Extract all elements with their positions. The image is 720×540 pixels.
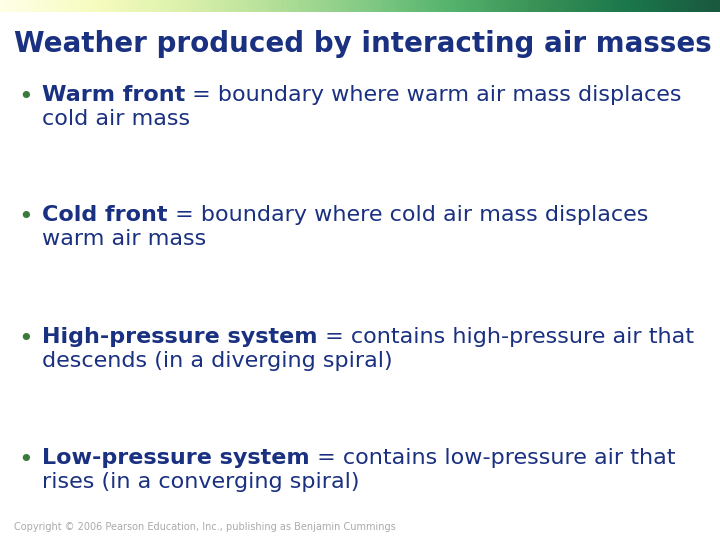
Text: warm air mass: warm air mass	[42, 229, 206, 249]
Text: = boundary where warm air mass displaces: = boundary where warm air mass displaces	[185, 85, 682, 105]
Text: •: •	[18, 327, 32, 351]
Text: •: •	[18, 205, 32, 229]
Text: Weather produced by interacting air masses: Weather produced by interacting air mass…	[14, 30, 712, 58]
Text: •: •	[18, 85, 32, 109]
Text: Copyright © 2006 Pearson Education, Inc., publishing as Benjamin Cummings: Copyright © 2006 Pearson Education, Inc.…	[14, 522, 396, 532]
Text: Warm front: Warm front	[42, 85, 185, 105]
Text: cold air mass: cold air mass	[42, 109, 190, 129]
Text: High-pressure system: High-pressure system	[42, 327, 318, 347]
Text: = contains high-pressure air that: = contains high-pressure air that	[318, 327, 693, 347]
Text: descends (in a diverging spiral): descends (in a diverging spiral)	[42, 351, 392, 371]
Text: rises (in a converging spiral): rises (in a converging spiral)	[42, 472, 359, 492]
Text: •: •	[18, 448, 32, 472]
Text: = boundary where cold air mass displaces: = boundary where cold air mass displaces	[168, 205, 648, 225]
Text: Low-pressure system: Low-pressure system	[42, 448, 310, 468]
Text: Cold front: Cold front	[42, 205, 168, 225]
Text: = contains low-pressure air that: = contains low-pressure air that	[310, 448, 675, 468]
